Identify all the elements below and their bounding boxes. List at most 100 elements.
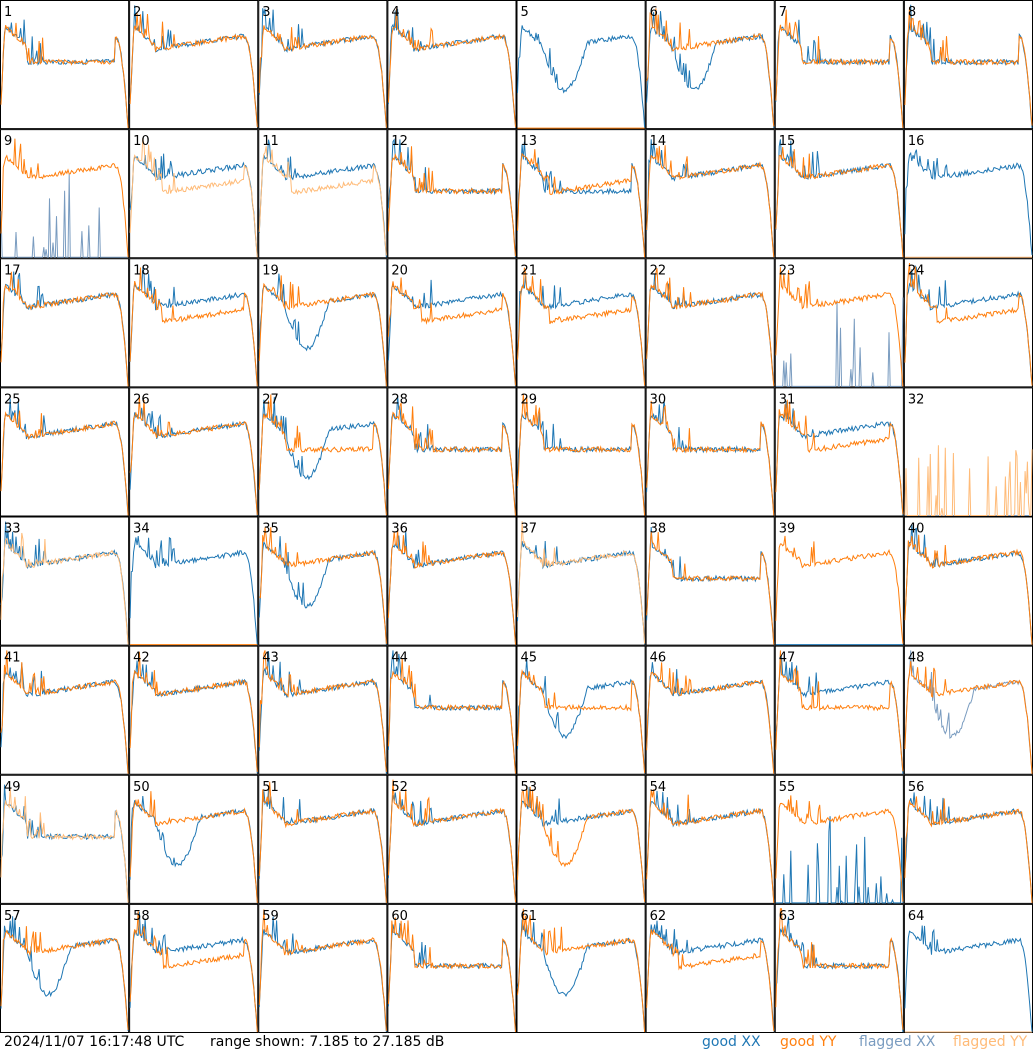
panel-frame — [516, 516, 646, 646]
series-yy-line — [517, 785, 646, 902]
panel-number-label: 51 — [262, 780, 279, 795]
series-yy-line — [129, 651, 258, 772]
series-yy-line — [258, 650, 387, 772]
panel-frame — [129, 387, 259, 517]
panel-number-label: 62 — [650, 909, 667, 924]
panel-frame — [903, 774, 1033, 904]
series-xx-line — [129, 911, 258, 1031]
panel-number-label: 31 — [779, 392, 796, 407]
panel-number-label: 14 — [650, 134, 667, 149]
panel-frame — [516, 645, 646, 775]
series-yy-line — [258, 146, 387, 256]
series-yy-line — [387, 658, 516, 774]
series-yy-line — [258, 394, 387, 516]
series-yy-line — [259, 527, 387, 644]
panel-number-label: 8 — [908, 5, 916, 20]
panel-number-label: 46 — [650, 651, 667, 666]
series-xx-line — [0, 174, 129, 258]
series-xx-line — [904, 925, 1033, 1033]
panel-frame — [645, 645, 775, 775]
panel-frame — [903, 258, 1033, 388]
panel-number-label: 17 — [4, 263, 21, 278]
panel-frame — [903, 903, 1033, 1033]
panel-number-label: 12 — [391, 134, 408, 149]
panel-frame — [0, 774, 130, 904]
panel-number-label: 1 — [4, 5, 12, 20]
series-yy-line — [387, 277, 516, 386]
panel-number-label: 36 — [391, 522, 408, 537]
panel-number-label: 2 — [133, 5, 141, 20]
series-xx-line — [258, 536, 387, 645]
series-xx-line — [775, 816, 904, 905]
panel-frame — [0, 0, 130, 130]
panel-frame — [0, 387, 130, 517]
series-xx-line — [904, 792, 1033, 902]
series-xx-line — [517, 275, 646, 385]
panel-number-label: 15 — [779, 134, 796, 149]
panel-number-label: 23 — [779, 263, 796, 278]
panel-frame — [774, 387, 904, 517]
panel-number-label: 64 — [908, 909, 925, 924]
panel-number-label: 44 — [391, 651, 408, 666]
panel-number-label: 13 — [521, 134, 538, 149]
panel-number-label: 38 — [650, 522, 667, 537]
series-xx-line — [517, 141, 646, 256]
panel-frame — [645, 774, 775, 904]
series-yy-line — [517, 669, 646, 773]
panel-frame — [0, 903, 130, 1033]
panel-number-label: 40 — [908, 522, 925, 537]
series-xx-line — [517, 411, 646, 516]
panel-frame — [903, 516, 1033, 646]
series-yy-line — [904, 445, 1033, 516]
panel-number-label: 48 — [908, 651, 925, 666]
panel-number-label: 30 — [650, 392, 667, 407]
panel-number-label: 25 — [4, 392, 21, 407]
series-xx-line — [775, 656, 904, 774]
panel-number-label: 4 — [391, 5, 399, 20]
series-yy-line — [0, 787, 129, 903]
series-yy-line — [387, 779, 516, 902]
series-xx-line — [646, 662, 775, 774]
series-xx-line — [129, 795, 258, 902]
panel-number-label: 28 — [391, 392, 408, 407]
legend-good-yy: good YY — [780, 1034, 837, 1050]
series-yy-line — [775, 9, 904, 129]
panel-number-label: 22 — [650, 263, 667, 278]
series-yy-line — [387, 402, 516, 516]
series-yy-line — [258, 781, 387, 903]
series-yy-line — [646, 268, 775, 386]
panel-number-label: 33 — [4, 522, 21, 537]
panel-number-label: 63 — [779, 909, 796, 924]
panel-frame — [774, 0, 904, 130]
panel-number-label: 56 — [908, 780, 925, 795]
panel-frame — [258, 903, 388, 1033]
series-yy-line — [517, 521, 646, 644]
series-yy-line — [775, 399, 904, 515]
panel-frame — [387, 774, 517, 904]
series-yy-line — [904, 263, 1033, 386]
series-yy-line — [129, 791, 258, 903]
panel-number-label: 37 — [521, 522, 538, 537]
panel-number-label: 20 — [391, 263, 408, 278]
panel-number-label: 34 — [133, 522, 150, 537]
series-xx-line — [0, 916, 129, 1031]
panel-number-label: 32 — [908, 392, 925, 407]
series-yy-line — [646, 928, 775, 1031]
range-label: range shown: 7.185 to 27.185 dB — [210, 1034, 445, 1050]
panel-frame — [258, 774, 388, 904]
series-yy-line — [775, 267, 904, 387]
series-xx-line — [904, 149, 1033, 256]
panel-frame — [903, 129, 1033, 259]
panel-number-label: 61 — [521, 909, 538, 924]
series-yy-line — [258, 25, 387, 128]
series-yy-line — [646, 531, 775, 645]
series-xx-line — [129, 535, 258, 645]
panel-number-label: 47 — [779, 651, 796, 666]
series-yy-line — [129, 267, 258, 387]
panel-number-label: 24 — [908, 263, 925, 278]
series-yy-line — [517, 393, 646, 516]
panel-frame — [774, 903, 904, 1033]
series-yy-line — [517, 908, 646, 1033]
panel-number-label: 42 — [133, 651, 150, 666]
series-xx-line — [646, 11, 775, 129]
